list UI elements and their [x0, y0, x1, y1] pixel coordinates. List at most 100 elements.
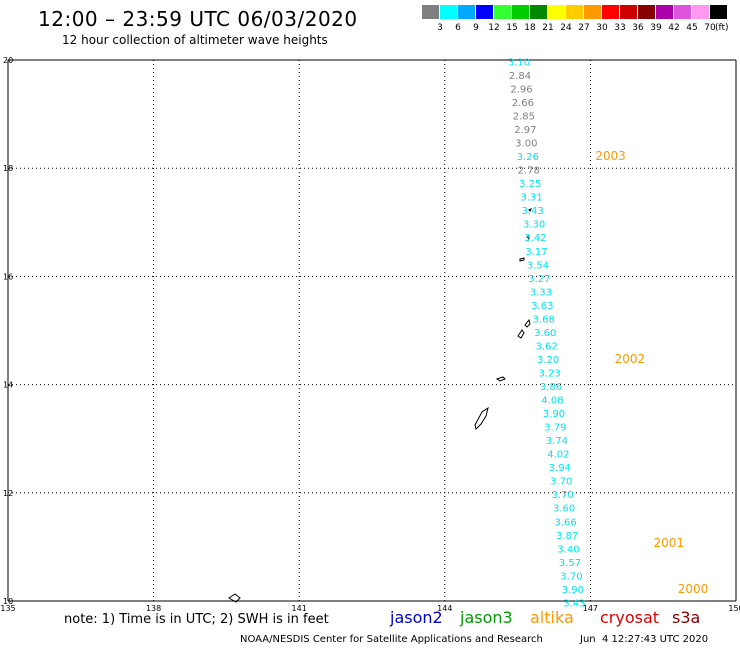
legend-label: 39 [650, 23, 662, 33]
axis-tick-label: 144 [437, 604, 452, 613]
swh-value: 3.86 [540, 382, 562, 393]
legend-swatch [512, 5, 529, 19]
legend-label: 36 [632, 23, 644, 33]
swh-value: 3.30 [523, 220, 545, 231]
swh-value: 2.66 [512, 98, 534, 109]
legend-swatch [638, 5, 655, 19]
satellite-name: jason2 [390, 608, 443, 627]
rota-island [495, 376, 506, 382]
legend-swatch [620, 5, 637, 19]
satellite-name: jason3 [460, 608, 513, 627]
axis-tick-label: 14 [3, 381, 13, 390]
axis-tick-label: 12 [3, 489, 13, 498]
swh-value: 3.66 [554, 517, 576, 528]
swh-value: 3.79 [544, 423, 566, 434]
swh-value: 3.68 [533, 314, 555, 325]
swh-value: 2.97 [514, 125, 536, 136]
lat-lon-grid [7, 59, 737, 602]
legend-label: 33 [614, 23, 626, 33]
axis-tick-label: 18 [3, 164, 13, 173]
pass-time-label: 2000 [678, 582, 709, 596]
generation-timestamp: Jun 4 12:27:43 UTC 2020 [580, 634, 709, 645]
swh-value: 3.10 [508, 57, 530, 68]
anatahan-island [519, 257, 525, 262]
swh-value: 3.94 [549, 463, 571, 474]
pass-time-label: 2002 [615, 352, 646, 366]
swh-value: 3.87 [556, 531, 578, 542]
legend-label: 21 [542, 23, 554, 33]
axis-tick-label: 10 [3, 597, 13, 606]
legend-swatch [458, 5, 475, 19]
legend-label: 45 [686, 23, 698, 33]
legend-swatch [422, 5, 439, 19]
legend-label: 3 [437, 23, 443, 33]
swh-value: 3.43 [521, 206, 543, 217]
legend-swatch [440, 5, 457, 19]
satellite-name: cryosat [600, 608, 660, 627]
legend-swatch [530, 5, 547, 19]
pass-time-label: 2003 [595, 149, 626, 163]
saipan-island [517, 329, 525, 339]
swh-value: 3.00 [515, 139, 537, 150]
swh-value: 3.17 [525, 247, 547, 258]
swh-value: 3.70 [550, 477, 572, 488]
satellite-name: altika [530, 608, 574, 627]
tinian-island [524, 318, 531, 328]
swh-value: 3.57 [559, 558, 581, 569]
axis-tick-label: 141 [292, 604, 307, 613]
swh-value: 3.74 [546, 436, 568, 447]
satellite-name: s3a [672, 608, 701, 627]
swh-observations: 3.10 2.84 2.96 2.66 2.85 2.97 3.00 3.26 2.78 3.25… [508, 57, 586, 609]
swh-value: 3.60 [534, 328, 556, 339]
swh-value: 3.62 [536, 341, 558, 352]
legend-swatch [584, 5, 601, 19]
axis-tick-label: 138 [146, 604, 161, 613]
legend-label: 18 [524, 23, 536, 33]
swh-value: 2.78 [518, 166, 540, 177]
guam-island [474, 406, 489, 430]
axis-tick-label: 16 [3, 272, 13, 281]
swh-value: 3.63 [531, 301, 553, 312]
swh-value: 3.60 [553, 504, 575, 515]
swh-value: 3.33 [530, 287, 552, 298]
legend-label: 27 [578, 23, 590, 33]
islands [228, 207, 533, 603]
swh-value: 3.70 [560, 571, 582, 582]
legend-label: 9 [473, 23, 479, 33]
legend-label: 12 [488, 23, 500, 33]
legend-swatch [602, 5, 619, 19]
legend-unit: (ft) [715, 23, 729, 33]
swh-value: 3.20 [537, 355, 559, 366]
axis-tick-label: 150 [728, 604, 740, 613]
credit-line: NOAA/NESDIS Center for Satellite Applica… [240, 634, 543, 645]
swh-value: 3.26 [517, 152, 539, 163]
legend-label: 24 [560, 23, 572, 33]
yap-island [228, 593, 241, 603]
legend-swatch [692, 5, 709, 19]
legend-swatch [548, 5, 565, 19]
swh-value: 3.23 [538, 368, 560, 379]
legend-label: 30 [596, 23, 608, 33]
axis-tick-label: 147 [583, 604, 598, 613]
map-subtitle: 12 hour collection of altimeter wave hei… [62, 33, 328, 47]
map-title: 12:00 – 23:59 UTC 06/03/2020 [38, 7, 358, 31]
swh-value: 4.08 [541, 396, 563, 407]
swh-value: 4.02 [547, 450, 569, 461]
swh-value: 3.90 [543, 409, 565, 420]
swh-value: 3.25 [519, 179, 541, 190]
pagan-island [526, 235, 530, 241]
legend-swatch [476, 5, 493, 19]
legend-label: 15 [506, 23, 518, 33]
legend-label: 70 [704, 23, 716, 33]
swh-value: 2.84 [509, 71, 531, 82]
swh-value: 3.27 [528, 274, 550, 285]
legend-swatch [674, 5, 691, 19]
time-labels: 2003 2002 2001 2000 [595, 149, 708, 596]
swh-value: 3.31 [521, 193, 543, 204]
axis-tick-label: 20 [3, 56, 13, 65]
swh-value: 3.43 [563, 598, 585, 609]
axis-tick-label: 135 [0, 604, 15, 613]
swh-value: 2.96 [510, 84, 532, 95]
swh-value: 3.90 [562, 585, 584, 596]
